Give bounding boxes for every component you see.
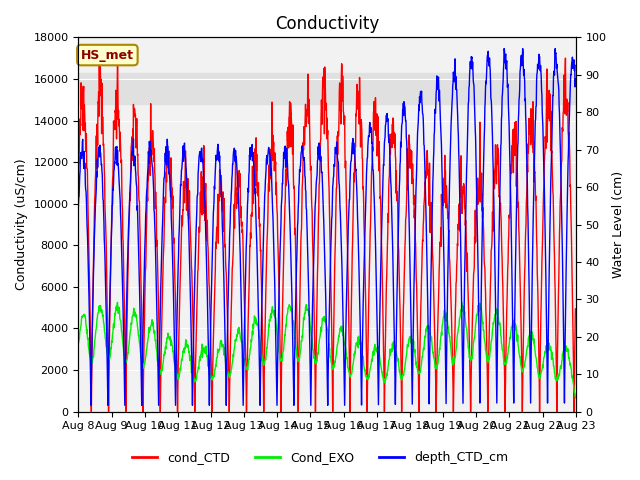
Y-axis label: Water Level (cm): Water Level (cm) (612, 171, 625, 278)
Y-axis label: Conductivity (uS/cm): Conductivity (uS/cm) (15, 159, 28, 290)
Bar (79, 72, 576, 104)
Legend: cond_CTD, Cond_EXO, depth_CTD_cm: cond_CTD, Cond_EXO, depth_CTD_cm (127, 446, 513, 469)
Title: Conductivity: Conductivity (275, 15, 379, 33)
Text: HS_met: HS_met (81, 48, 134, 61)
